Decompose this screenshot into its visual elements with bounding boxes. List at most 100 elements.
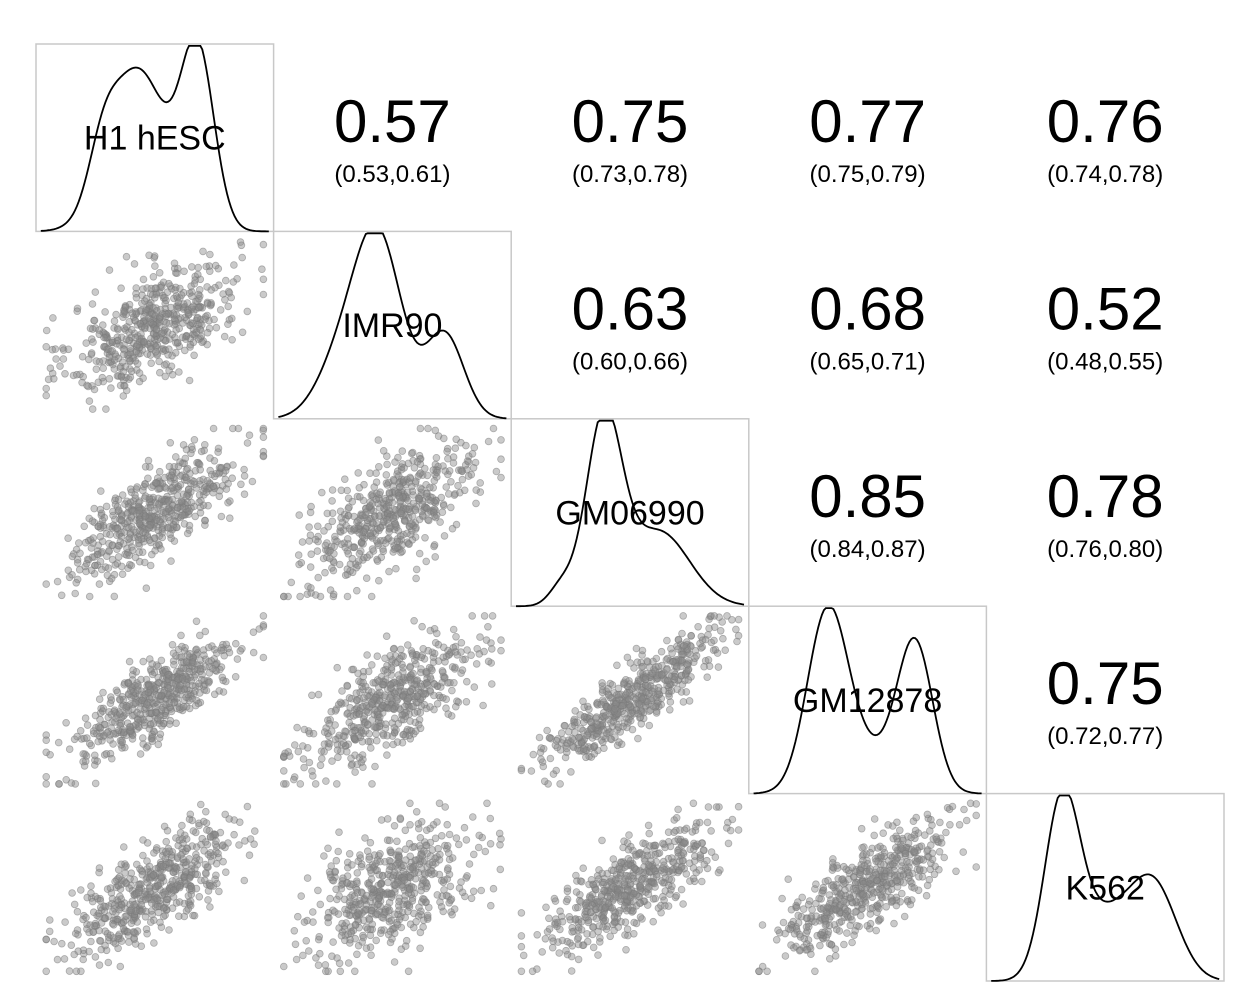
scatter-point (44, 375, 53, 384)
scatter-point (406, 473, 414, 482)
scatter-point (202, 262, 211, 271)
scatter-panel-gm12878-vs-h1-hesc (42, 612, 268, 788)
scatter-point (446, 896, 455, 905)
scatter-point (110, 592, 119, 601)
scatter-point (354, 469, 363, 477)
scatter-point (343, 486, 352, 495)
scatter-point (857, 824, 866, 833)
scatter-point (195, 303, 203, 312)
scatter-point (551, 919, 559, 927)
scatter-point (245, 851, 254, 859)
scatter-point (410, 616, 418, 625)
scatter-point (175, 912, 183, 920)
scatter-point (665, 672, 674, 680)
scatter-point (689, 799, 698, 808)
scatter-point (481, 847, 490, 856)
scatter-point (222, 276, 230, 285)
scatter-point (317, 754, 326, 763)
scatter-point (190, 435, 199, 444)
scatter-point (219, 841, 227, 849)
scatter-point (89, 338, 97, 346)
scatter-point (305, 537, 314, 545)
scatter-point (217, 512, 226, 521)
scatter-point (374, 576, 383, 585)
scatter-point (624, 845, 633, 854)
scatter-point (587, 894, 596, 903)
scatter-point (64, 534, 72, 542)
scatter-point (448, 686, 456, 695)
scatter-point (583, 731, 591, 739)
scatter-point (195, 892, 204, 901)
scatter-point (452, 520, 461, 529)
scatter-point (324, 844, 332, 853)
scatter-point (165, 720, 174, 728)
variable-label-gm12878: GM12878 (793, 682, 942, 720)
scatter-point (87, 937, 95, 946)
scatter-point (385, 898, 394, 907)
scatter-point (196, 631, 204, 640)
scatter-point (484, 437, 493, 446)
scatter-point (598, 836, 606, 845)
scatter-point (211, 261, 220, 270)
scatter-point (329, 590, 338, 599)
scatter-point (679, 698, 688, 706)
scatter-point (682, 870, 691, 878)
scatter-point (126, 373, 135, 382)
scatter-point (615, 738, 623, 746)
scatter-point (432, 629, 441, 638)
scatter-point (85, 947, 93, 956)
scatter-point (372, 495, 381, 504)
scatter-point (158, 495, 166, 504)
scatter-point (678, 629, 686, 638)
scatter-point (155, 484, 164, 493)
scatter-point (101, 941, 109, 950)
scatter-point (613, 884, 622, 893)
scatter-point (372, 469, 380, 478)
diagonal-panel-h1-hesc (35, 43, 275, 233)
scatter-point (195, 498, 203, 507)
scatter-point (178, 333, 187, 342)
scatter-point (122, 252, 131, 261)
scatter-point (125, 534, 134, 542)
scatter-point (49, 314, 57, 322)
scatter-point (309, 918, 317, 926)
scatter-point (479, 701, 487, 710)
scatter-point (209, 482, 218, 491)
scatter-point (480, 612, 489, 620)
scatter-point (376, 929, 385, 937)
scatter-point (390, 704, 399, 713)
scatter-point (201, 516, 209, 525)
scatter-point (82, 913, 90, 922)
scatter-point (195, 459, 203, 468)
scatter-point (127, 919, 136, 927)
scatter-point (72, 578, 80, 587)
scatter-point (331, 706, 340, 715)
scatter-point (104, 564, 113, 572)
scatter-point (330, 542, 339, 551)
correlation-value: 0.78 (1047, 463, 1164, 530)
scatter-point (634, 709, 642, 718)
scatter-point (117, 516, 126, 524)
scatter-point (674, 835, 682, 844)
scatter-point (79, 750, 87, 758)
scatter-point (712, 803, 721, 811)
scatter-point (89, 325, 97, 333)
scatter-point (194, 263, 203, 272)
scatter-point (120, 843, 128, 851)
scatter-point (123, 544, 131, 553)
scatter-point (495, 829, 504, 838)
scatter-point (157, 873, 166, 882)
scatter-point (545, 914, 553, 923)
scatter-point (700, 662, 708, 671)
scatter-point (716, 866, 724, 874)
scatter-point (430, 691, 438, 700)
scatter-point (348, 728, 356, 737)
scatter-point (404, 907, 412, 916)
scatter-point (162, 310, 171, 319)
scatter-point (341, 905, 349, 914)
scatter-point (634, 734, 642, 743)
scatter-point (496, 840, 504, 849)
scatter-point (327, 727, 336, 735)
scatter-point (446, 882, 455, 891)
scatter-point (443, 866, 452, 874)
